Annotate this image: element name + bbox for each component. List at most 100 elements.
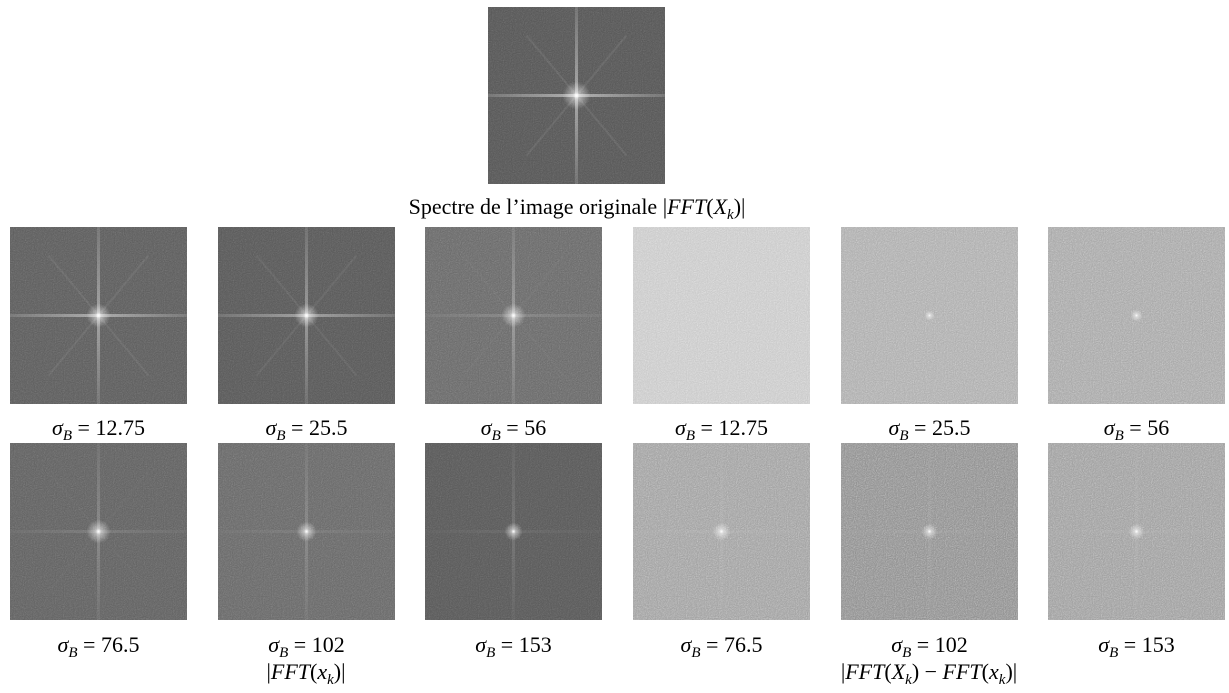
caption-segment: = 12.75	[72, 415, 145, 440]
caption-segment: B	[68, 645, 78, 661]
caption-segment: σ	[480, 415, 492, 440]
panel-label: σB = 153	[1098, 632, 1174, 661]
center-peak	[86, 519, 111, 544]
caption-segment: (	[706, 194, 714, 219]
caption-segment: B	[902, 645, 912, 661]
caption-segment: k	[998, 672, 1006, 688]
spectrum-image	[10, 443, 187, 620]
caption-segment: )|	[333, 659, 346, 684]
caption-segment: FFT	[667, 194, 707, 219]
caption-segment: x	[989, 659, 999, 684]
caption-segment: k	[727, 207, 734, 223]
caption-segment: = 153	[1118, 632, 1175, 657]
caption-segment: σ	[675, 415, 686, 440]
caption-segment: = 25.5	[908, 415, 971, 440]
caption-segment: ) −	[911, 659, 943, 684]
spectrum-image	[1048, 443, 1225, 620]
caption-segment: B	[691, 645, 701, 661]
panel-label: σB = 25.5	[266, 415, 348, 444]
caption-segment: = 25.5	[285, 415, 348, 440]
caption-segment: )|	[733, 194, 746, 219]
panel-label: σB = 12.75	[52, 415, 145, 444]
header-caption: Spectre de l’image originale |FFT(Xk)|	[409, 194, 746, 223]
group-caption: |FFT(xk)|	[266, 659, 345, 688]
spectrum-image	[425, 227, 602, 404]
panel-label: σB = 102	[268, 632, 344, 661]
caption-segment: FFT	[845, 659, 885, 684]
spectrum-image	[841, 227, 1018, 404]
caption-segment: B	[1114, 428, 1124, 444]
panel-label: σB = 56	[1104, 415, 1169, 444]
caption-segment: = 76.5	[700, 632, 763, 657]
spectrum-image	[1048, 227, 1225, 404]
spectrum-image	[633, 443, 810, 620]
center-peak	[1130, 309, 1143, 322]
center-peak	[501, 303, 526, 328]
caption-segment: = 102	[288, 632, 345, 657]
panel-label: σB = 76.5	[681, 632, 763, 661]
caption-segment: )|	[1005, 659, 1018, 684]
caption-segment: σ	[1098, 632, 1110, 657]
image-noise	[633, 227, 810, 404]
caption-segment: σ	[891, 632, 903, 657]
caption-segment: B	[486, 645, 496, 661]
caption-segment: (	[310, 659, 318, 684]
caption-segment: = 56	[1123, 415, 1170, 440]
caption-segment: k	[327, 672, 334, 688]
panel-label: σB = 12.75	[675, 415, 768, 444]
caption-segment: Spectre de l’image originale |	[408, 194, 668, 219]
spectrum-image	[841, 443, 1018, 620]
caption-segment: B	[899, 428, 909, 444]
spectrum-image	[633, 227, 810, 404]
panel-label: σB = 25.5	[889, 415, 971, 444]
caption-segment: σ	[265, 415, 277, 440]
center-peak	[504, 522, 523, 541]
caption-segment: σ	[52, 415, 63, 440]
caption-segment: = 76.5	[77, 632, 140, 657]
spectrum-image	[10, 227, 187, 404]
caption-segment: X	[891, 659, 906, 684]
spectrum-image	[425, 443, 602, 620]
caption-segment: x	[317, 659, 328, 684]
center-peak	[921, 523, 938, 540]
center-peak	[1128, 523, 1145, 540]
center-peak	[924, 310, 935, 321]
caption-segment: FFT	[942, 659, 982, 684]
caption-segment: B	[276, 428, 286, 444]
caption-segment: = 56	[500, 415, 547, 440]
panel-label: σB = 76.5	[58, 632, 140, 661]
caption-segment: |	[266, 659, 271, 684]
caption-segment: |	[840, 659, 846, 684]
panel-label: σB = 56	[481, 415, 546, 444]
caption-segment: B	[1109, 645, 1119, 661]
caption-segment: X	[713, 194, 728, 219]
caption-segment: (	[981, 659, 989, 684]
caption-segment: B	[62, 428, 73, 444]
caption-segment: = 102	[911, 632, 968, 657]
center-peak	[712, 522, 731, 541]
spectrum-image	[218, 227, 395, 404]
panel-label: σB = 102	[891, 632, 967, 661]
caption-segment: σ	[1103, 415, 1115, 440]
caption-segment: = 153	[495, 632, 552, 657]
center-peak	[296, 521, 317, 542]
caption-segment: B	[491, 428, 501, 444]
caption-segment: k	[905, 672, 912, 688]
spectrum-image	[488, 7, 665, 184]
caption-segment: σ	[57, 632, 69, 657]
center-peak	[86, 303, 111, 328]
caption-segment: σ	[268, 632, 280, 657]
caption-segment: σ	[475, 632, 487, 657]
spectrum-image	[218, 443, 395, 620]
center-peak	[294, 303, 319, 328]
center-peak	[562, 81, 591, 110]
caption-segment: = 12.75	[695, 415, 768, 440]
caption-segment: B	[685, 428, 696, 444]
caption-segment: (	[884, 659, 892, 684]
caption-segment: σ	[888, 415, 900, 440]
caption-segment: FFT	[270, 659, 311, 684]
caption-segment: σ	[680, 632, 692, 657]
panel-label: σB = 153	[475, 632, 551, 661]
group-caption: |FFT(Xk) − FFT(xk)|	[841, 659, 1017, 688]
